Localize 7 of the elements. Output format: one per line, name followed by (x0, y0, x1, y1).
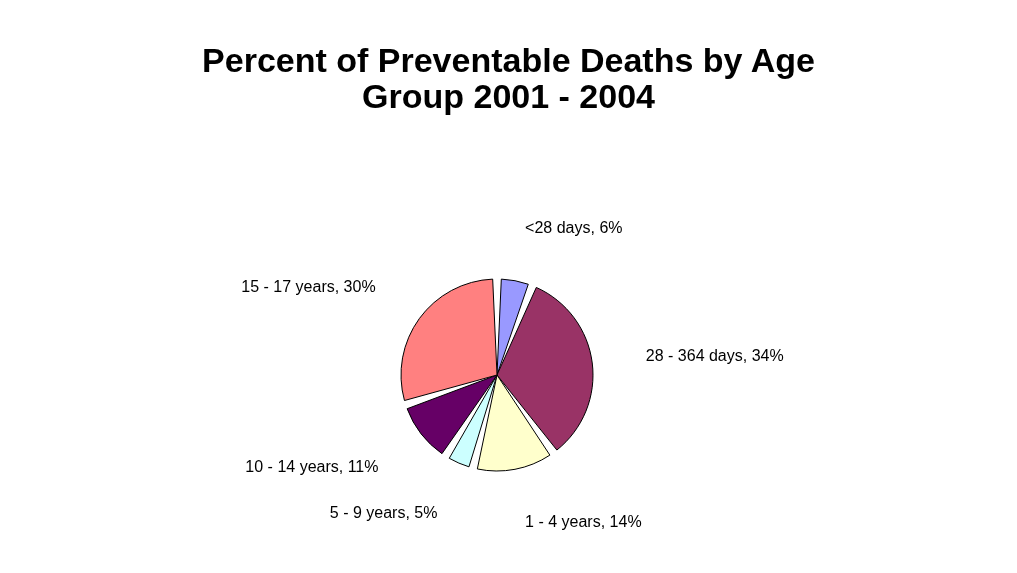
slice-label: <28 days, 6% (525, 218, 623, 236)
slice-label: 10 - 14 years, 11% (245, 457, 379, 475)
slice-label: 1 - 4 years, 14% (525, 513, 642, 531)
slice-label: 5 - 9 years, 5% (329, 503, 438, 521)
chart-title: Percent of Preventable Deaths by Age Group 2001 - 2004 (202, 41, 815, 115)
slice-label: 15 - 17 years, 30% (241, 277, 376, 295)
slice-label: 28 - 364 days, 34% (645, 347, 784, 365)
